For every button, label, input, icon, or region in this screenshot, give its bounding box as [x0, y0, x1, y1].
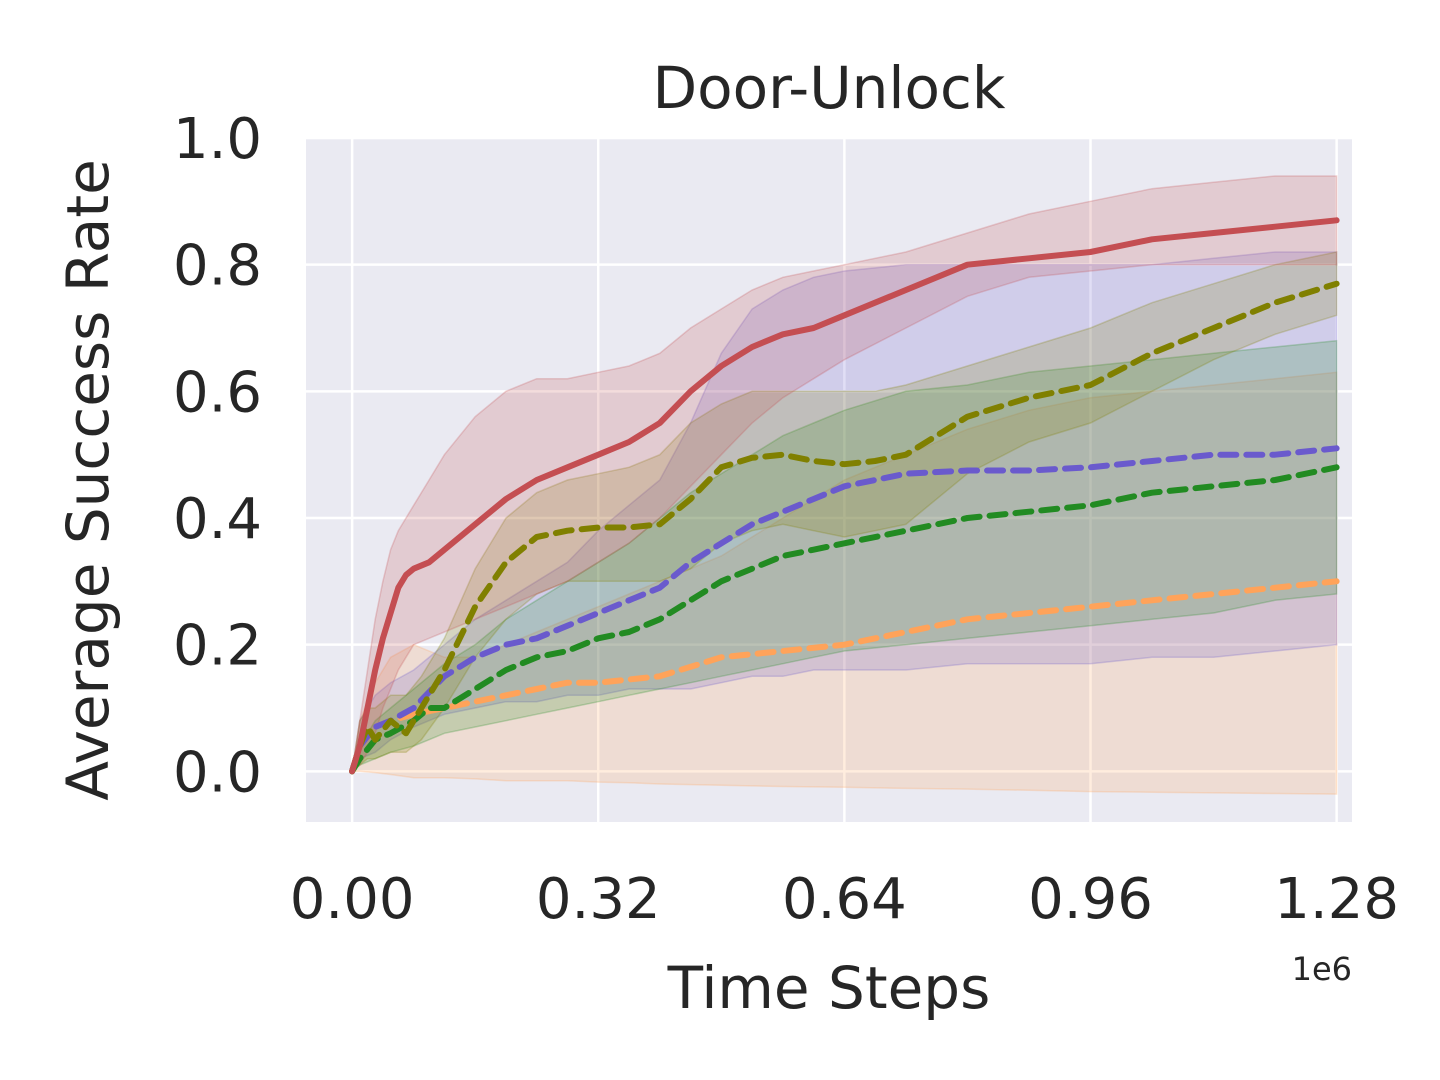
x-tick-label: 1.28: [1274, 867, 1399, 932]
series-lines: [349, 217, 1340, 775]
y-tick-labels: 0.0 0.2 0.4 0.6 0.8 1.0: [173, 107, 262, 805]
y-tick-label: 0.6: [173, 360, 262, 425]
y-tick-label: 0.0: [173, 740, 262, 805]
x-tick-label: 0.64: [782, 867, 907, 932]
series-line-1: [349, 578, 1340, 775]
plot-background: [306, 138, 1352, 822]
x-tick-labels: 0.00 0.32 0.64 0.96 1.28: [290, 867, 1399, 932]
y-tick-label: 0.8: [173, 234, 262, 299]
y-axis-title: Average Success Rate: [54, 159, 122, 801]
x-axis-title: Time Steps: [667, 954, 991, 1022]
x-offset-label: 1e6: [1292, 950, 1352, 988]
series-line-3: [349, 464, 1340, 775]
y-tick-label: 0.4: [173, 487, 262, 552]
series-line-5: [349, 217, 1340, 775]
x-tick-label: 0.32: [536, 867, 661, 932]
y-tick-label: 1.0: [173, 107, 262, 172]
x-tick-label: 0.96: [1028, 867, 1153, 932]
y-tick-label: 0.2: [173, 614, 262, 679]
chart-title: Door-Unlock: [653, 54, 1006, 122]
x-tick-label: 0.00: [290, 867, 415, 932]
series-line-2: [349, 445, 1340, 775]
series-line-4: [349, 280, 1340, 775]
